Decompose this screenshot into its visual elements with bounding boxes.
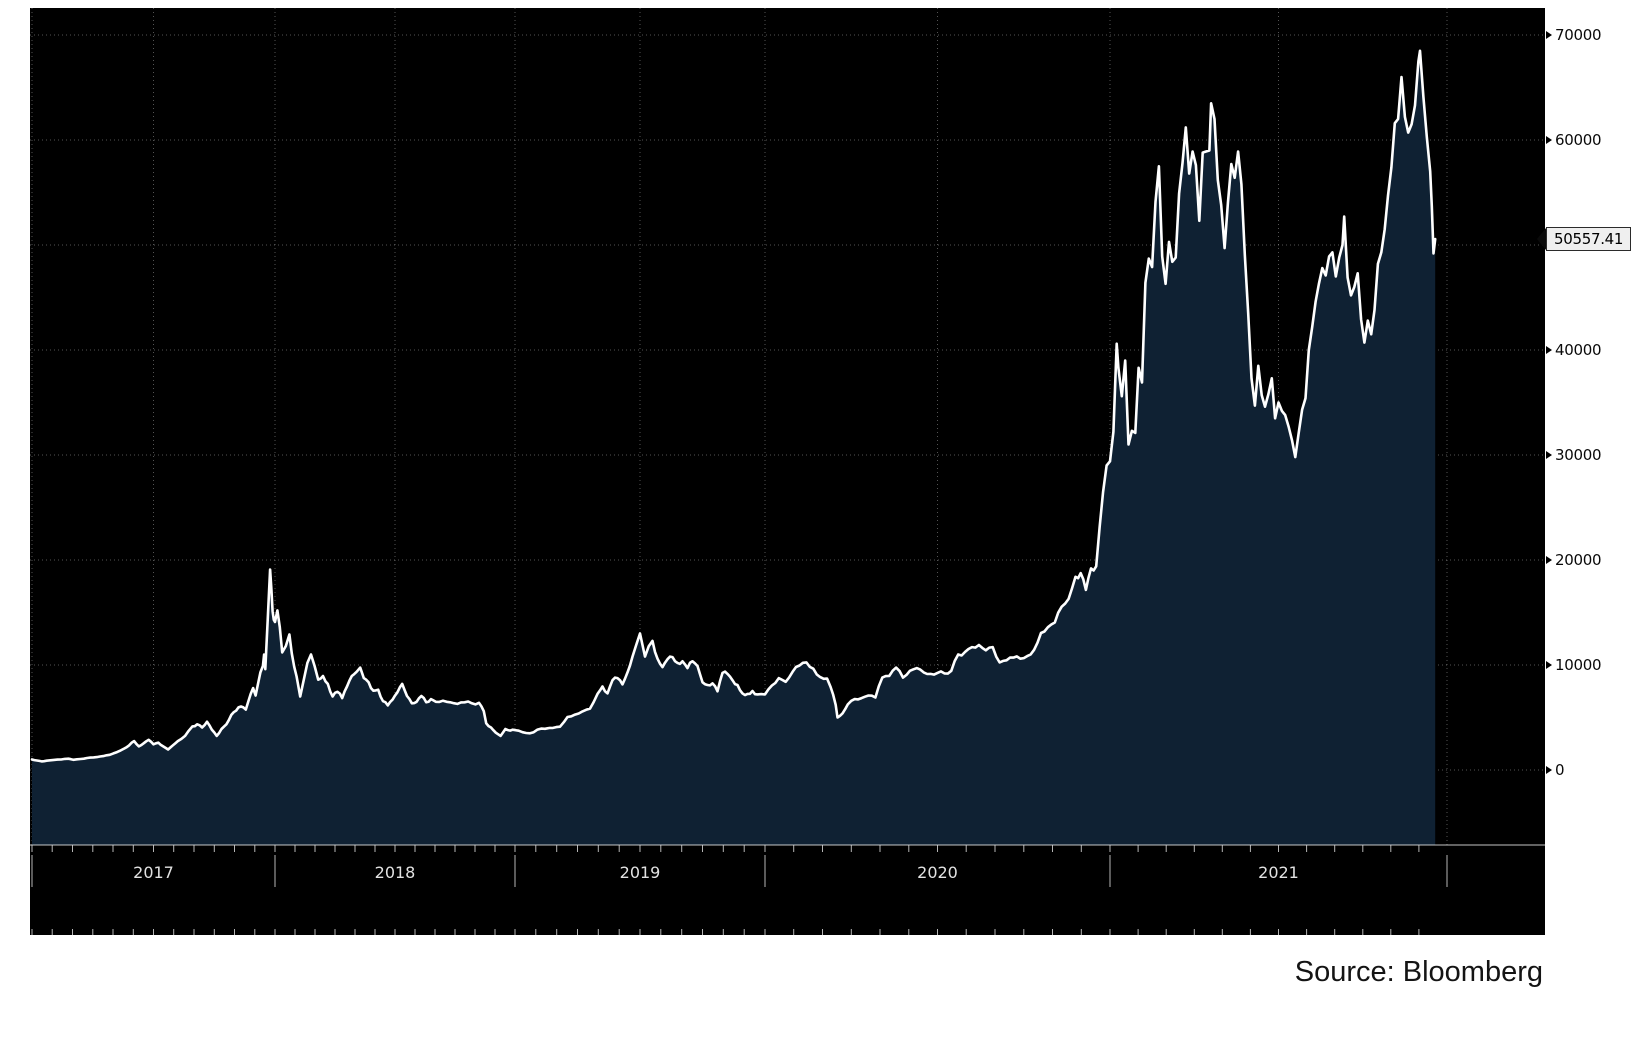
price-tag-arrow-icon: [1537, 228, 1546, 251]
chart-canvas[interactable]: 2017 2018 2019 2020 2021: [30, 8, 1545, 935]
tick-arrow-icon: [1546, 31, 1552, 39]
tick-arrow-icon: [1546, 451, 1552, 459]
y-axis-tick: 40000: [1546, 341, 1602, 359]
y-axis-tick-label: 60000: [1555, 131, 1602, 149]
price-area-fill: [32, 50, 1436, 846]
y-axis-tick: 70000: [1546, 26, 1602, 44]
tick-arrow-icon: [1546, 766, 1552, 774]
tick-arrow-icon: [1546, 556, 1552, 564]
y-axis-tick: 30000: [1546, 446, 1602, 464]
x-axis-year-label: 2021: [1258, 863, 1299, 882]
y-axis-tick: 60000: [1546, 131, 1602, 149]
source-attribution: Source: Bloomberg: [1294, 956, 1543, 988]
last-price-tag: 50557.41: [1537, 227, 1632, 252]
y-axis-tick: 20000: [1546, 551, 1602, 569]
y-axis-tick: 0: [1546, 761, 1565, 779]
y-axis-tick-label: 40000: [1555, 341, 1602, 359]
y-axis-tick-label: 70000: [1555, 26, 1602, 44]
y-axis-tick: 10000: [1546, 656, 1602, 674]
price-chart-svg[interactable]: 2017 2018 2019 2020 2021: [30, 8, 1545, 935]
y-axis-tick-label: 0: [1555, 761, 1565, 779]
y-axis-tick-label: 30000: [1555, 446, 1602, 464]
tick-arrow-icon: [1546, 346, 1552, 354]
x-axis-year-label: 2019: [620, 863, 661, 882]
tick-arrow-icon: [1546, 136, 1552, 144]
y-axis-labels: 010000200003000040000500006000070000: [1546, 8, 1646, 935]
tick-arrow-icon: [1546, 661, 1552, 669]
y-axis-tick-label: 20000: [1555, 551, 1602, 569]
x-axis-year-label: 2017: [133, 863, 174, 882]
price-tag-value: 50557.41: [1546, 227, 1632, 252]
x-axis-year-label: 2020: [917, 863, 958, 882]
y-axis-tick-label: 10000: [1555, 656, 1602, 674]
x-axis-year-label: 2018: [375, 863, 416, 882]
price-line: [30, 49, 1437, 763]
